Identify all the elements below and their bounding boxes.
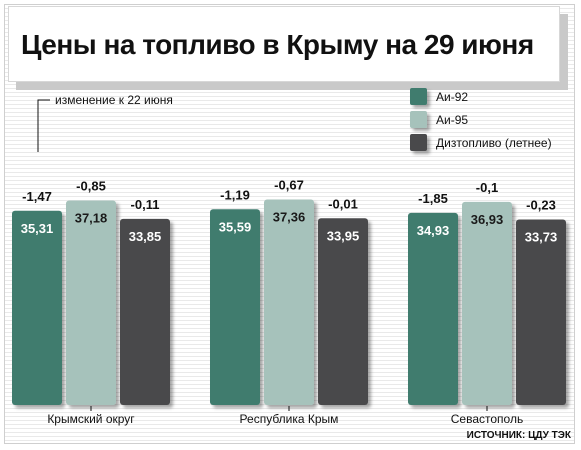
value-label: 37,36 <box>273 210 306 225</box>
value-label: 33,95 <box>327 228 360 243</box>
category-labels: Крымский округ Республика Крым Севастополь <box>47 406 523 426</box>
value-label: 35,31 <box>21 221 54 236</box>
change-label: -0,01 <box>328 196 358 211</box>
value-label: 33,85 <box>129 229 162 244</box>
bar-1-2 <box>210 209 260 405</box>
legend-label: Дизтопливо (летнее) <box>436 136 552 150</box>
legend-label: Аи-95 <box>436 113 468 127</box>
change-label: -1,85 <box>418 191 448 206</box>
value-label: 33,73 <box>525 229 558 244</box>
category-label: Республика Крым <box>240 412 339 426</box>
bars: 35,31 -1,47 37,18 -0,85 33,85 -0,11 35,59 -1,19… <box>12 178 566 405</box>
change-label: -0,67 <box>274 178 304 193</box>
value-label: 36,93 <box>471 212 504 227</box>
change-label: -0,23 <box>526 197 556 212</box>
annotation: изменение к 22 июня <box>37 93 173 152</box>
annotation-text: изменение к 22 июня <box>55 93 173 107</box>
change-label: -1,19 <box>220 187 250 202</box>
bar-2-1 <box>66 200 116 405</box>
legend-swatch <box>410 88 427 105</box>
source-note: ИСТОЧНИК: ЦДУ ТЭК <box>467 430 572 441</box>
title-box: Цены на топливо в Крыму на 29 июня <box>8 6 560 82</box>
annotation-leader-line <box>37 99 50 152</box>
bar-3-2 <box>318 218 368 405</box>
bar-2-2 <box>264 199 314 405</box>
value-label: 35,59 <box>219 219 252 234</box>
category-label: Крымский округ <box>47 412 135 426</box>
category-label: Севастополь <box>451 412 523 426</box>
bar-2-3 <box>462 201 512 405</box>
value-label: 34,93 <box>417 223 450 238</box>
change-label: -1,47 <box>22 189 52 204</box>
change-label: -0,85 <box>76 179 106 194</box>
chart-title: Цены на топливо в Крыму на 29 июня <box>21 29 534 60</box>
bar-1-1 <box>12 210 62 405</box>
bar-3-3 <box>516 219 566 405</box>
legend: Аи-92 Аи-95 Дизтопливо (летнее) <box>410 88 552 151</box>
value-label: 37,18 <box>75 211 108 226</box>
legend-swatch <box>410 134 427 151</box>
bar-1-3 <box>408 212 458 405</box>
change-label: -0,11 <box>131 197 160 212</box>
legend-swatch <box>410 111 427 128</box>
change-label: -0,1 <box>476 180 498 195</box>
legend-label: Аи-92 <box>436 90 468 104</box>
bar-3-1 <box>120 218 170 405</box>
